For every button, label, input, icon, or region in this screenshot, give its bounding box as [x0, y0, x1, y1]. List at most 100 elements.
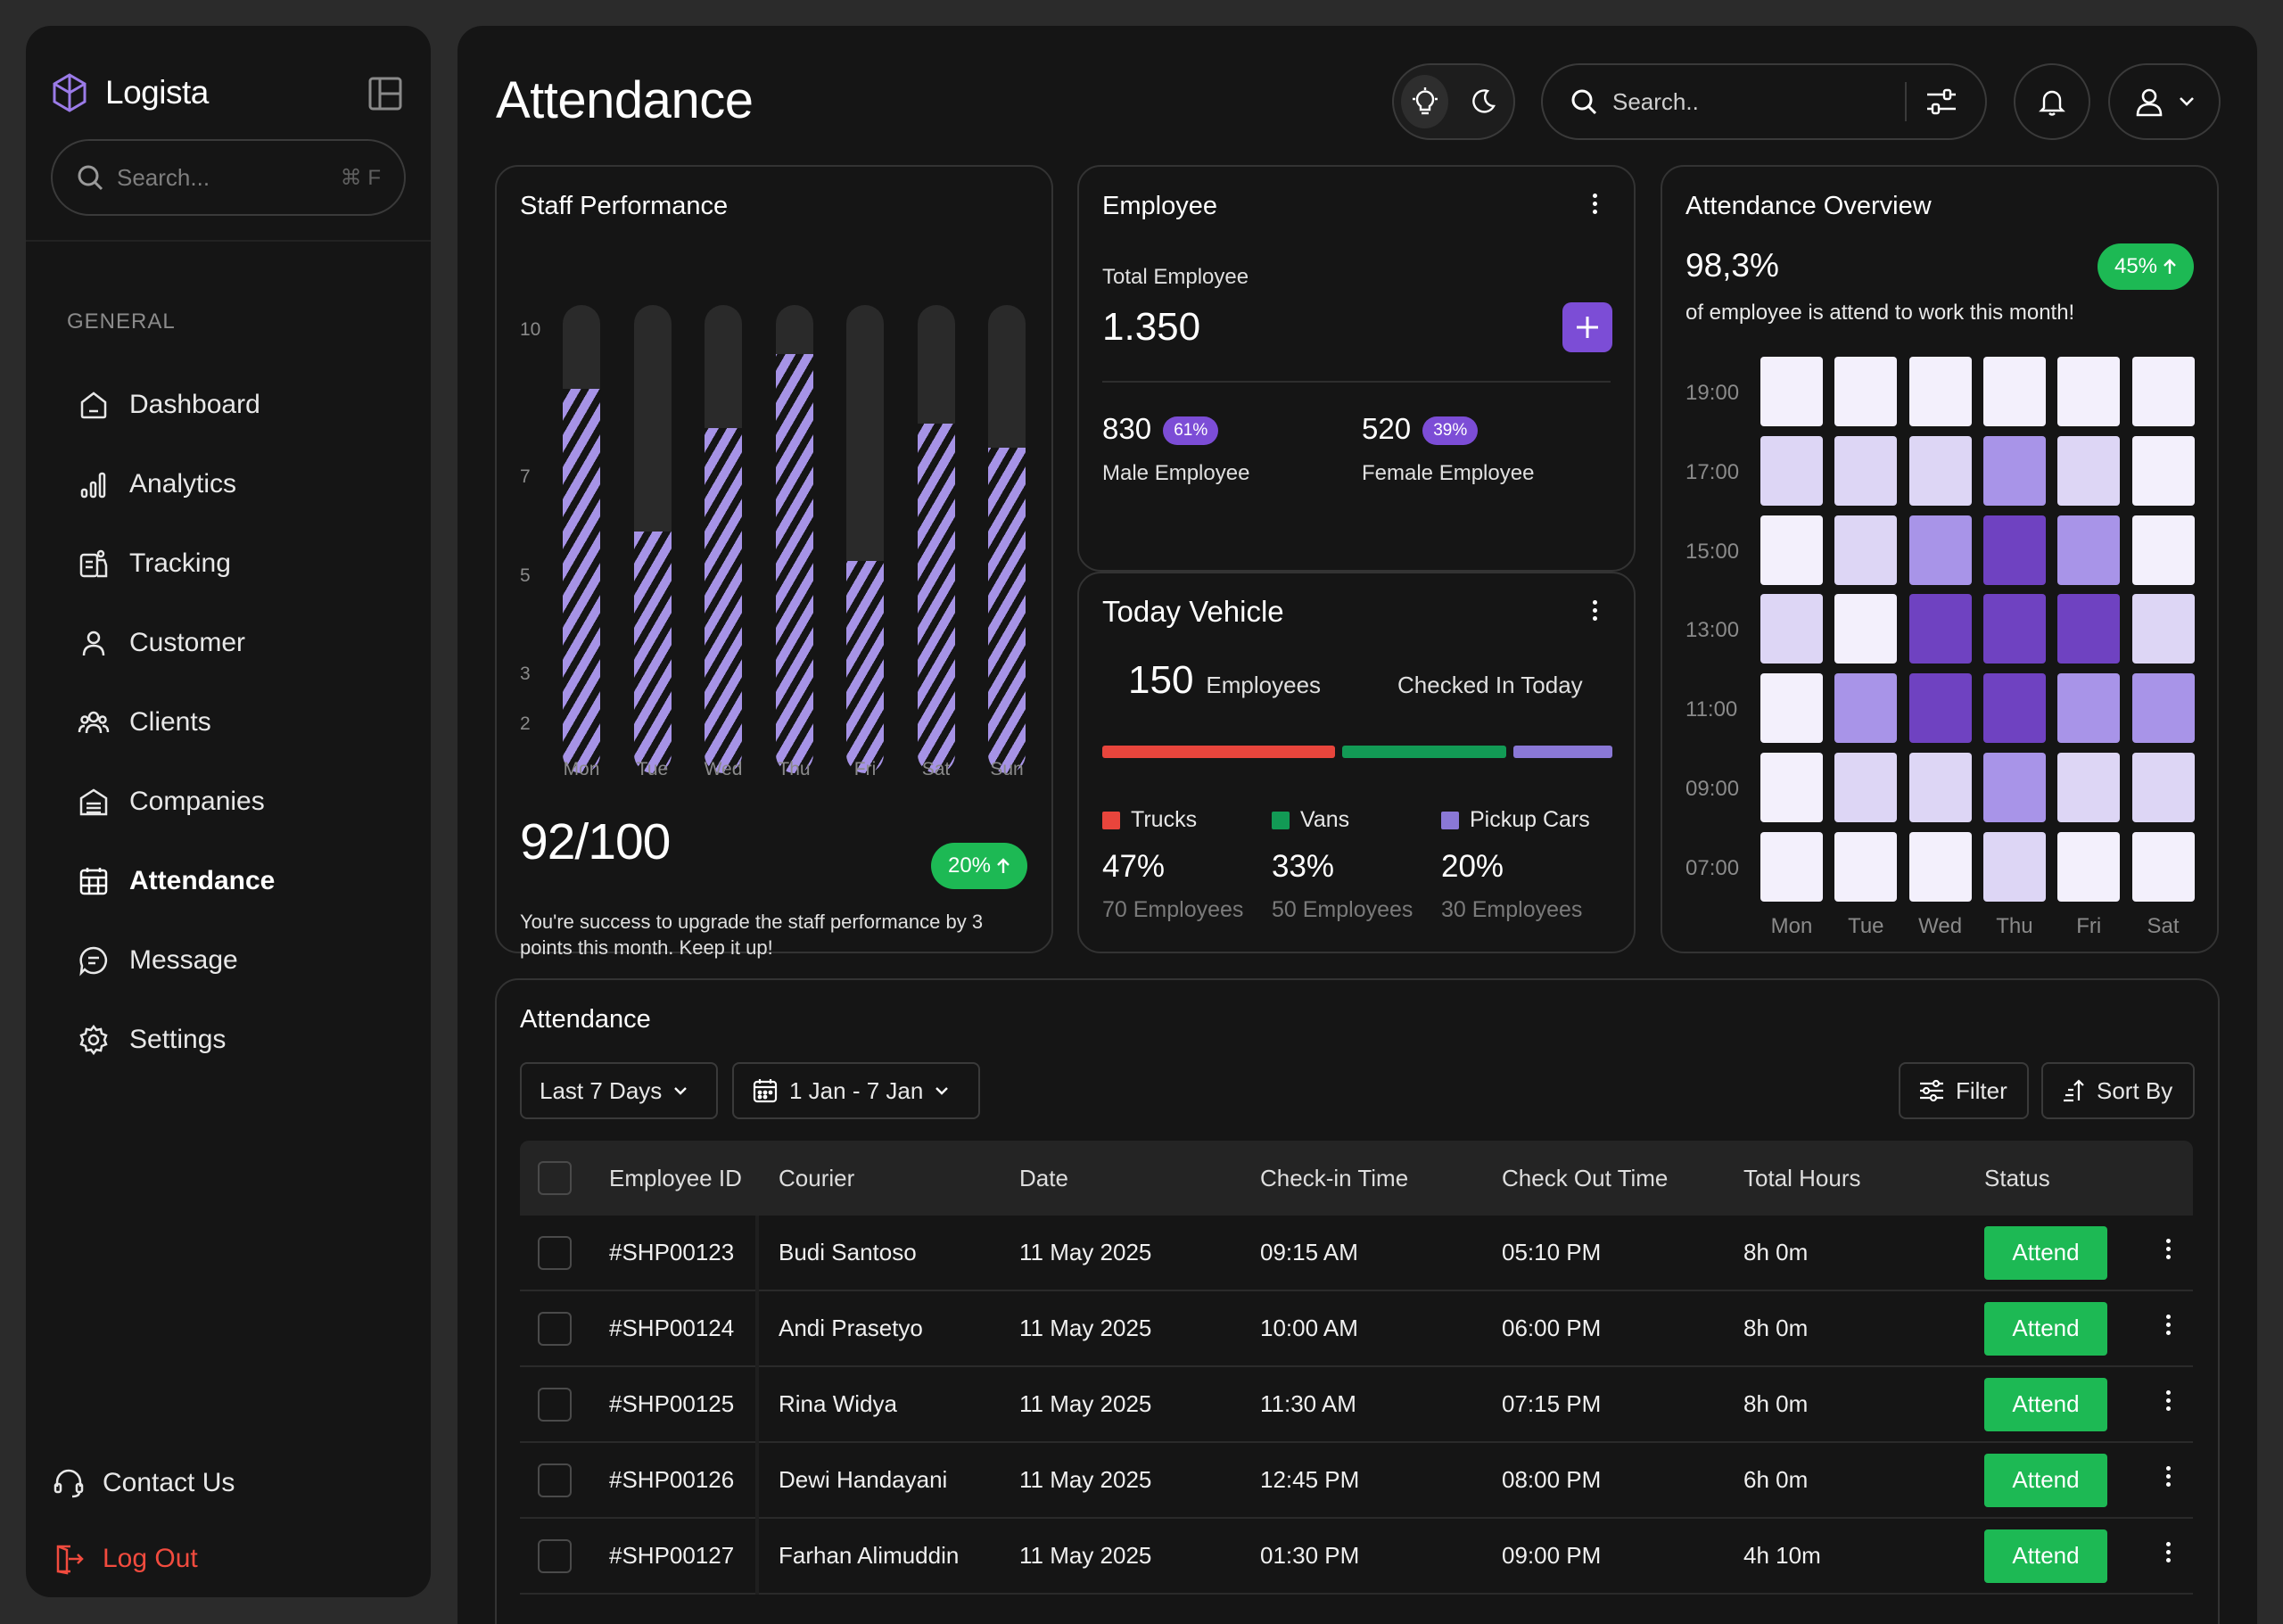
status-badge[interactable]: Attend	[1984, 1377, 2107, 1431]
bar[interactable]	[917, 423, 955, 773]
sidebar-item-message[interactable]: Message	[78, 920, 399, 1000]
notifications-button[interactable]	[2014, 63, 2090, 140]
column-header-status[interactable]: Status	[1984, 1164, 2050, 1191]
sort-button[interactable]: Sort By	[2041, 1062, 2195, 1119]
heatmap-cell[interactable]	[2131, 594, 2195, 664]
date-range-dropdown[interactable]: 1 Jan - 7 Jan	[732, 1062, 980, 1119]
heatmap-cell[interactable]	[1760, 515, 1823, 585]
sidebar-search[interactable]: Search... ⌘ F	[51, 139, 406, 216]
dark-mode-button[interactable]	[1459, 75, 1506, 128]
column-header-courier[interactable]: Courier	[779, 1164, 855, 1191]
table-row[interactable]	[520, 1595, 2193, 1624]
status-badge[interactable]: Attend	[1984, 1301, 2107, 1356]
sidebar-item-analytics[interactable]: Analytics	[78, 444, 399, 523]
sidebar-item-customer[interactable]: Customer	[78, 603, 399, 682]
heatmap-cell[interactable]	[1834, 594, 1898, 664]
status-badge[interactable]: Attend	[1984, 1453, 2107, 1507]
bar[interactable]	[988, 448, 1026, 773]
heatmap-cell[interactable]	[1908, 435, 1972, 506]
heatmap-cell[interactable]	[1834, 753, 1898, 822]
heatmap-cell[interactable]	[2057, 831, 2121, 902]
heatmap-cell[interactable]	[2057, 753, 2121, 822]
heatmap-cell[interactable]	[1908, 515, 1972, 585]
bar[interactable]	[846, 561, 884, 773]
heatmap-cell[interactable]	[1760, 357, 1823, 426]
sidebar-item-tracking[interactable]: Tracking	[78, 523, 399, 603]
row-more-button[interactable]	[2163, 1235, 2173, 1271]
bar[interactable]	[705, 428, 742, 773]
heatmap-cell[interactable]	[1760, 594, 1823, 664]
bar[interactable]	[563, 388, 600, 773]
heatmap-cell[interactable]	[1834, 831, 1898, 902]
table-row[interactable]: #SHP00125 Rina Widya 11 May 2025 11:30 A…	[520, 1367, 2193, 1443]
row-checkbox[interactable]	[538, 1463, 572, 1497]
column-header-check-out[interactable]: Check Out Time	[1502, 1164, 1669, 1191]
filter-button[interactable]: Filter	[1899, 1062, 2029, 1119]
heatmap-cell[interactable]	[1834, 673, 1898, 744]
header-search[interactable]: Search..	[1541, 63, 1987, 140]
heatmap-cell[interactable]	[2057, 435, 2121, 506]
heatmap-cell[interactable]	[1760, 435, 1823, 506]
row-checkbox[interactable]	[538, 1538, 572, 1573]
vehicle-more-button[interactable]	[1589, 597, 1600, 632]
heatmap-cell[interactable]	[2131, 515, 2195, 585]
heatmap-cell[interactable]	[1760, 753, 1823, 822]
table-row[interactable]: #SHP00124 Andi Prasetyo 11 May 2025 10:0…	[520, 1291, 2193, 1367]
column-header-check-in[interactable]: Check-in Time	[1260, 1164, 1409, 1191]
sidebar-item-attendance[interactable]: Attendance	[78, 841, 399, 920]
employee-more-button[interactable]	[1589, 190, 1600, 226]
heatmap-cell[interactable]	[1982, 673, 2046, 744]
sidebar-item-settings[interactable]: Settings	[78, 1000, 399, 1079]
heatmap-cell[interactable]	[2131, 831, 2195, 902]
status-badge[interactable]: Attend	[1984, 1529, 2107, 1583]
brand[interactable]: Logista	[50, 62, 209, 124]
status-badge[interactable]: Attend	[1984, 1225, 2107, 1280]
theme-toggle[interactable]	[1392, 63, 1515, 140]
table-row[interactable]: #SHP00126 Dewi Handayani 11 May 2025 12:…	[520, 1443, 2193, 1519]
heatmap-cell[interactable]	[1908, 753, 1972, 822]
heatmap-cell[interactable]	[2057, 673, 2121, 744]
heatmap-cell[interactable]	[2131, 673, 2195, 744]
sidebar-layout-icon[interactable]	[367, 75, 404, 112]
heatmap-cell[interactable]	[1760, 673, 1823, 744]
row-checkbox[interactable]	[538, 1387, 572, 1422]
heatmap-cell[interactable]	[1908, 831, 1972, 902]
row-more-button[interactable]	[2163, 1538, 2173, 1574]
sliders-icon[interactable]	[1924, 87, 1958, 117]
column-header-employee-id[interactable]: Employee ID	[609, 1164, 742, 1191]
heatmap-cell[interactable]	[2131, 753, 2195, 822]
row-more-button[interactable]	[2163, 1387, 2173, 1422]
column-header-date[interactable]: Date	[1019, 1164, 1068, 1191]
heatmap-cell[interactable]	[1982, 515, 2046, 585]
row-checkbox[interactable]	[538, 1311, 572, 1346]
heatmap-cell[interactable]	[2131, 357, 2195, 426]
heatmap-cell[interactable]	[1982, 435, 2046, 506]
heatmap-cell[interactable]	[1982, 594, 2046, 664]
logout-button[interactable]: Log Out	[53, 1543, 391, 1575]
profile-menu-button[interactable]	[2108, 63, 2221, 140]
bar[interactable]	[633, 532, 672, 773]
heatmap-cell[interactable]	[2057, 357, 2121, 426]
table-row[interactable]: #SHP00123 Budi Santoso 11 May 2025 09:15…	[520, 1216, 2193, 1291]
heatmap-cell[interactable]	[1834, 357, 1898, 426]
heatmap-cell[interactable]	[1982, 831, 2046, 902]
column-header-total-hours[interactable]: Total Hours	[1743, 1164, 1861, 1191]
row-checkbox[interactable]	[538, 1235, 572, 1270]
heatmap-cell[interactable]	[1908, 357, 1972, 426]
heatmap-cell[interactable]	[2131, 435, 2195, 506]
heatmap-cell[interactable]	[2057, 594, 2121, 664]
sidebar-item-companies[interactable]: Companies	[78, 762, 399, 841]
sidebar-item-dashboard[interactable]: Dashboard	[78, 365, 399, 444]
range-dropdown[interactable]: Last 7 Days	[520, 1062, 718, 1119]
heatmap-cell[interactable]	[1834, 515, 1898, 585]
contact-us-link[interactable]: Contact Us	[53, 1467, 391, 1499]
heatmap-cell[interactable]	[1908, 594, 1972, 664]
table-row[interactable]: #SHP00127 Farhan Alimuddin 11 May 2025 0…	[520, 1519, 2193, 1595]
heatmap-cell[interactable]	[1834, 435, 1898, 506]
heatmap-cell[interactable]	[1908, 673, 1972, 744]
heatmap-cell[interactable]	[2057, 515, 2121, 585]
heatmap-cell[interactable]	[1982, 357, 2046, 426]
add-employee-button[interactable]	[1562, 302, 1612, 352]
row-more-button[interactable]	[2163, 1311, 2173, 1347]
bar[interactable]	[775, 354, 813, 773]
